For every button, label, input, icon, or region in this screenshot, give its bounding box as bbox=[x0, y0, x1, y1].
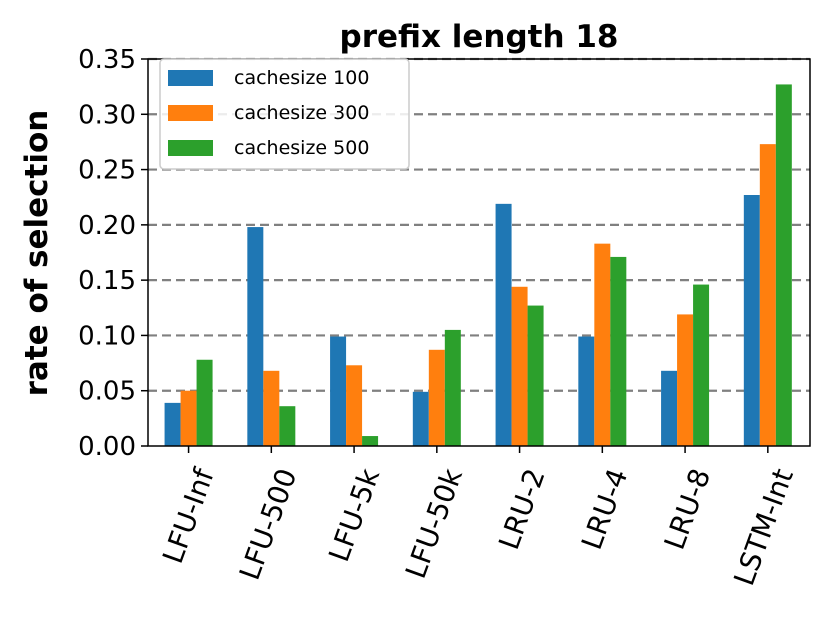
bar-cachesize-500-LFU-5k bbox=[362, 436, 379, 446]
bar-cachesize-500-LSTM-Int bbox=[775, 84, 792, 446]
bar-cachesize-500-LFU-Inf bbox=[196, 359, 213, 446]
y-tick-label: 0.20 bbox=[78, 211, 136, 241]
y-tick-label: 0.00 bbox=[78, 432, 136, 462]
x-tick-label: LRU-4 bbox=[575, 464, 635, 554]
x-tick-label: LFU-5k bbox=[322, 463, 386, 566]
bar-cachesize-300-LRU-8 bbox=[677, 314, 694, 446]
bar-cachesize-100-LRU-2 bbox=[495, 203, 512, 446]
legend-swatch bbox=[168, 140, 213, 156]
bar-cachesize-100-LFU-50k bbox=[412, 391, 429, 446]
legend-box bbox=[159, 58, 410, 170]
bar-cachesize-300-LFU-5k bbox=[346, 365, 363, 446]
bar-cachesize-300-LFU-500 bbox=[263, 370, 280, 446]
y-tick-label: 0.25 bbox=[78, 156, 136, 186]
x-tick-label: LSTM-Int bbox=[727, 464, 800, 590]
x-tick-label: LRU-8 bbox=[658, 464, 718, 554]
x-tick-label: LFU-Inf bbox=[156, 463, 221, 568]
bar-cachesize-500-LRU-8 bbox=[693, 284, 710, 446]
bar-cachesize-100-LFU-500 bbox=[247, 227, 264, 446]
chart-title: prefix length 18 bbox=[340, 19, 619, 55]
bar-cachesize-300-LSTM-Int bbox=[759, 144, 776, 446]
legend: cachesize 100 cachesize 300 cachesize 500 bbox=[159, 58, 410, 170]
legend-swatch bbox=[168, 70, 213, 86]
x-tick-label: LFU-500 bbox=[233, 464, 304, 584]
bar-cachesize-300-LRU-4 bbox=[594, 243, 611, 446]
y-axis-ticks: 0.00 0.05 0.10 0.15 0.20 0.25 0.30 0.35 bbox=[78, 45, 148, 462]
x-axis-ticks: LFU-Inf LFU-500 LFU-5k LFU-50k LRU-2 LRU-4 LRU… bbox=[156, 446, 800, 590]
x-tick-label: LRU-2 bbox=[492, 464, 552, 554]
legend-label: cachesize 300 bbox=[234, 102, 369, 124]
y-tick-label: 0.35 bbox=[78, 45, 136, 75]
bar-cachesize-500-LFU-500 bbox=[279, 406, 296, 446]
legend-label: cachesize 100 bbox=[234, 67, 369, 89]
legend-swatch bbox=[168, 105, 213, 121]
bar-cachesize-300-LFU-50k bbox=[428, 349, 445, 446]
bar-cachesize-100-LRU-8 bbox=[661, 370, 678, 446]
bar-cachesize-100-LSTM-Int bbox=[743, 195, 760, 446]
bars bbox=[164, 84, 792, 446]
bar-cachesize-500-LFU-50k bbox=[444, 329, 461, 446]
plot-frame bbox=[147, 58, 811, 447]
y-tick-label: 0.10 bbox=[78, 321, 136, 351]
bar-cachesize-100-LFU-5k bbox=[330, 336, 347, 446]
y-tick-label: 0.05 bbox=[78, 377, 136, 407]
y-tick-label: 0.15 bbox=[78, 266, 136, 296]
y-tick-label: 0.30 bbox=[78, 100, 136, 130]
bar-cachesize-500-LRU-4 bbox=[610, 256, 627, 446]
x-tick-label: LFU-50k bbox=[399, 463, 469, 582]
bar-cachesize-300-LRU-2 bbox=[511, 286, 528, 446]
bar-cachesize-100-LFU-Inf bbox=[164, 402, 181, 446]
bar-cachesize-500-LRU-2 bbox=[527, 305, 544, 446]
bar-cachesize-100-LRU-4 bbox=[578, 336, 595, 446]
bar-cachesize-300-LFU-Inf bbox=[180, 390, 197, 446]
legend-label: cachesize 500 bbox=[234, 137, 369, 159]
y-axis-label: rate of selection bbox=[19, 110, 55, 397]
